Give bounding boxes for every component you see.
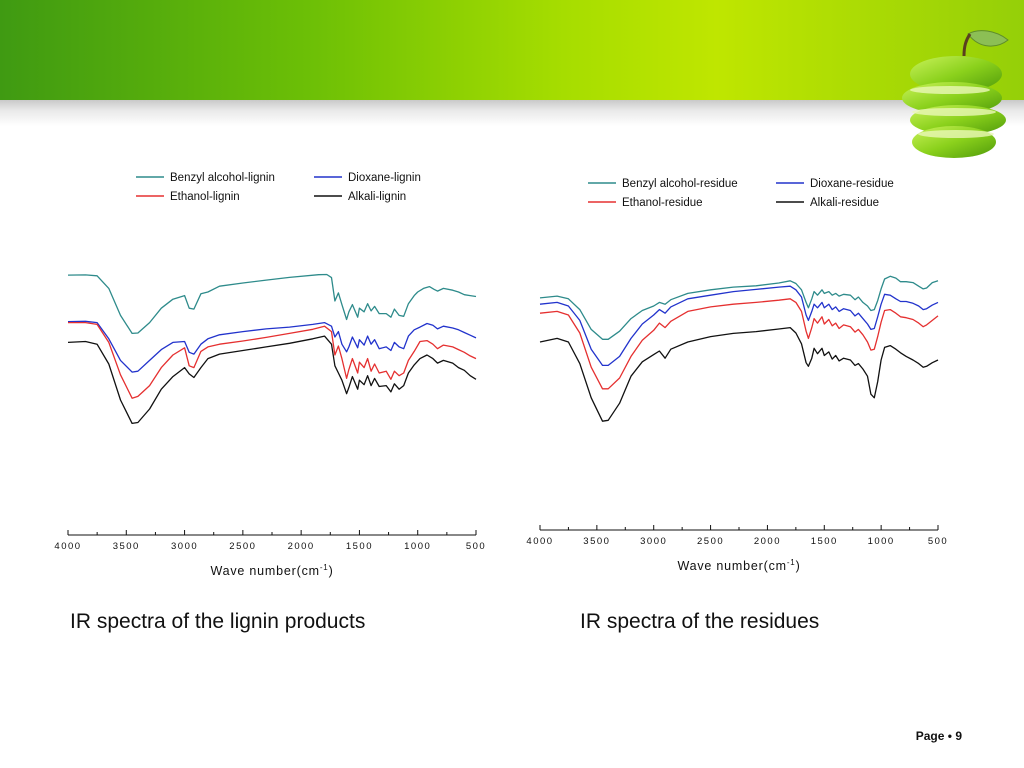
series-line xyxy=(539,298,939,390)
x-tick-label: 1500 xyxy=(811,536,838,547)
legend-label: Alkali-lignin xyxy=(348,191,406,203)
green-apple-logo xyxy=(902,30,1009,158)
x-tick-label: 3000 xyxy=(171,541,198,552)
legend-label: Alkali-residue xyxy=(810,197,879,209)
legend-label: Benzyl alcohol-lignin xyxy=(170,172,275,184)
series-line xyxy=(67,273,477,335)
x-axis-title-main: Wave number(cm xyxy=(210,564,319,578)
series-line xyxy=(539,275,939,340)
x-tick-label: 500 xyxy=(466,541,486,552)
caption-residues: IR spectra of the residues xyxy=(580,610,820,633)
page-separator: • xyxy=(947,729,952,743)
x-axis-title-sup: -1 xyxy=(320,563,329,572)
header-banner xyxy=(0,0,1024,100)
legend-label: Dioxane-residue xyxy=(810,178,894,190)
residue-ir-chart: Benzyl alcohol-residue Dioxane-residue Eth… xyxy=(518,160,968,590)
series-line xyxy=(539,326,939,422)
x-tick-label: 1000 xyxy=(404,541,431,552)
x-axis-title-main: Wave number(cm xyxy=(677,559,786,573)
page-value: 9 xyxy=(955,729,962,743)
lignin-ir-chart: Benzyl alcohol-lignin Dioxane-lignin Ethan… xyxy=(48,160,498,590)
x-tick-label: 3000 xyxy=(640,536,667,547)
x-tick-label: 4000 xyxy=(54,541,81,552)
legend-label: Ethanol-lignin xyxy=(170,191,240,203)
x-tick-label: 2000 xyxy=(288,541,315,552)
legend-label: Dioxane-lignin xyxy=(348,172,421,184)
x-tick-label: 4000 xyxy=(526,536,553,547)
x-tick-label: 3500 xyxy=(583,536,610,547)
x-axis-title-close: ) xyxy=(796,559,801,573)
lignin-ir-chart-svg: Benzyl alcohol-lignin Dioxane-lignin Ethan… xyxy=(54,172,486,578)
x-tick-label: 2000 xyxy=(754,536,781,547)
x-axis-title: Wave number(cm-1) xyxy=(210,563,333,578)
series-line xyxy=(68,321,477,399)
series-line xyxy=(67,320,477,373)
x-tick-label: 1500 xyxy=(346,541,373,552)
x-tick-label: 500 xyxy=(928,536,948,547)
x-axis-title-sup: -1 xyxy=(787,558,796,567)
x-tick-label: 2500 xyxy=(697,536,724,547)
x-axis-title: Wave number(cm-1) xyxy=(677,558,800,573)
legend-label: Benzyl alcohol-residue xyxy=(622,178,738,190)
series-line xyxy=(539,285,939,367)
x-tick-label: 2500 xyxy=(229,541,256,552)
legend-label: Ethanol-residue xyxy=(622,197,703,209)
page-label: Page xyxy=(915,729,945,743)
residue-ir-chart-svg: Benzyl alcohol-residue Dioxane-residue Eth… xyxy=(526,178,948,573)
header-shadow xyxy=(0,100,1024,126)
caption-lignin: IR spectra of the lignin products xyxy=(70,610,366,633)
series-line xyxy=(67,335,477,425)
page-number: Page • 9 xyxy=(916,729,962,743)
x-tick-label: 3500 xyxy=(113,541,140,552)
x-tick-label: 1000 xyxy=(868,536,895,547)
x-axis-title-close: ) xyxy=(329,564,334,578)
